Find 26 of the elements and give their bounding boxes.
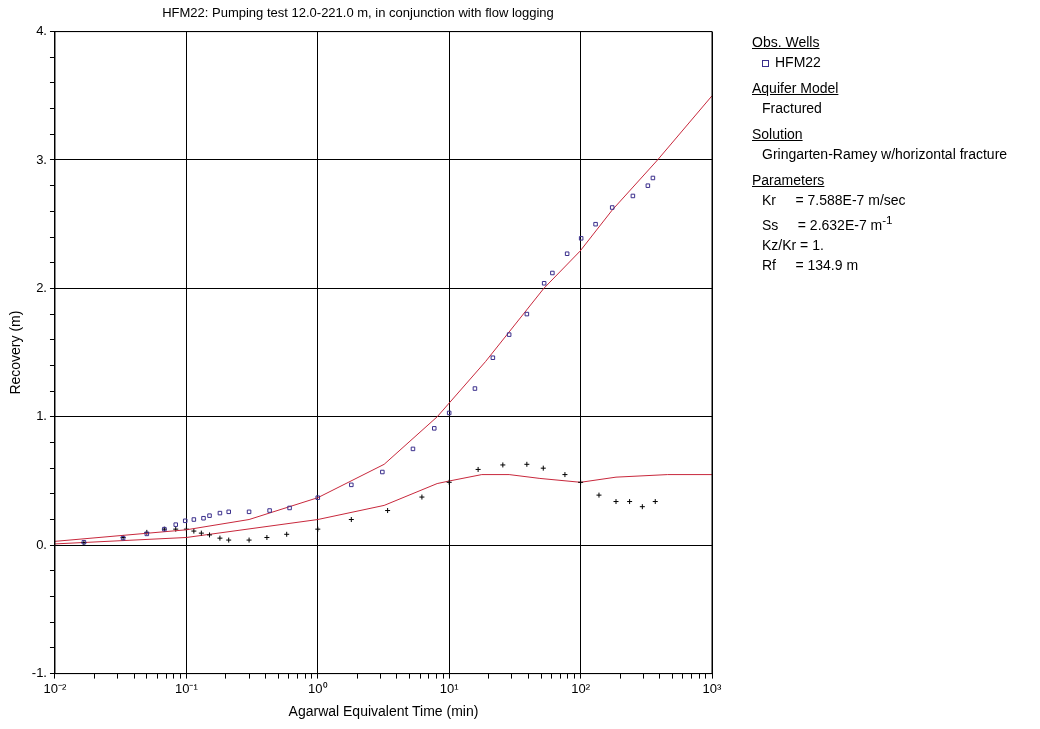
chart-title: HFM22: Pumping test 12.0-221.0 m, in conjunction with flow logging — [162, 5, 554, 21]
text: Kz/Kr = 1. — [761, 235, 825, 255]
y-axis-title: Recovery (m) — [7, 310, 24, 395]
legend-label: HFM22 — [775, 54, 821, 70]
x-tick-label: 10² — [571, 680, 591, 696]
y-tick-label: 0. — [36, 536, 47, 552]
text: Kr = 7.588E-7 m/sec — [761, 191, 907, 210]
y-tick-label: 4. — [36, 23, 47, 39]
text: Aquifer Model — [752, 79, 840, 98]
x-tick-label: 10⁰ — [308, 680, 328, 696]
y-tick-label: 3. — [36, 151, 47, 167]
x-axis-title: Agarwal Equivalent Time (min) — [288, 703, 479, 720]
text: Gringarten-Ramey w/horizontal fracture — [761, 145, 1008, 164]
y-tick-label: 1. — [36, 408, 47, 424]
legend-title: Obs. Wells — [752, 33, 821, 52]
x-tick-label: 10⁻¹ — [174, 680, 199, 696]
text: Solution — [752, 125, 804, 144]
x-tick-label: 10³ — [702, 680, 723, 696]
text: Fractured — [761, 99, 823, 118]
x-tick-label: 10¹ — [439, 680, 460, 696]
x-tick-label: 10⁻² — [43, 680, 68, 696]
text: Parameters — [752, 171, 826, 190]
text: Ss = 2.632E-7 m$^{-1}$ — [761, 212, 894, 235]
text: Rf = 134.9 m — [761, 255, 860, 275]
y-tick-label: -1. — [31, 665, 47, 681]
y-tick-label: 2. — [36, 279, 47, 295]
